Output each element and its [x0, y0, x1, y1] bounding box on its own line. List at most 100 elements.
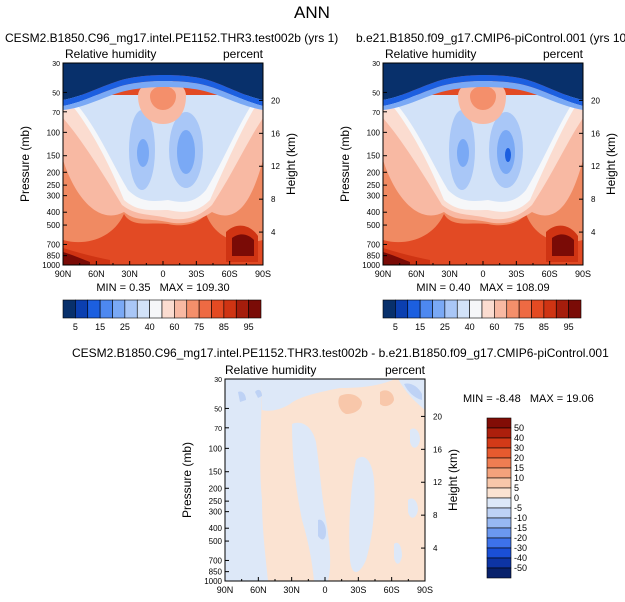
colorbar-label-difference: 40 [514, 433, 524, 443]
panel-difference-fill-8 [338, 394, 362, 414]
colorbar-swatch-difference [486, 547, 512, 559]
panel-case-plot [63, 63, 263, 265]
colorbar-label-difference: 50 [514, 423, 524, 433]
x-tick-label-case: 30S [188, 269, 204, 279]
colorbar-swatch-control [382, 299, 396, 319]
y-tick-label-difference: 150 [209, 468, 223, 477]
panel-difference-fill-4 [349, 456, 375, 573]
y-tick-label-case: 200 [47, 168, 61, 177]
y-tick-label-case: 700 [47, 240, 61, 249]
colorbar-rh-case: 5 15 25 40 60 75 85 95 [62, 299, 262, 332]
colorbar-swatch-difference [486, 467, 512, 479]
panel-case-right-subtitle: percent [223, 47, 264, 61]
panel-case-fill-18 [232, 234, 254, 256]
y-tick-label-difference: 30 [214, 377, 222, 384]
y-tick-label-difference: 1000 [204, 577, 222, 586]
colorbar-swatch-case [161, 299, 175, 319]
colorbar-swatch-case [149, 299, 163, 319]
colorbar-swatch-case [248, 299, 262, 319]
colorbar-swatch-difference [486, 517, 512, 529]
height-tick-label-control: 16 [591, 129, 600, 138]
colorbar-swatch-control [432, 299, 446, 319]
height-tick-label-difference: 8 [433, 511, 438, 520]
colorbar-swatch-difference [486, 497, 512, 509]
colorbar-label-difference: -10 [514, 513, 527, 523]
colorbar-swatch-difference [486, 437, 512, 449]
panel-case-fill-11 [150, 86, 176, 110]
x-tick-label-control: 0 [480, 269, 485, 279]
panel-difference-fill-3 [292, 422, 331, 581]
x-tick-label-case: 90S [255, 269, 271, 279]
y-tick-label-case: 1000 [42, 261, 60, 270]
colorbar-label-difference: 10 [514, 473, 524, 483]
colorbar-swatch-case [186, 299, 200, 319]
height-tick-label-case: 8 [271, 195, 276, 204]
x-tick-label-case: 0 [160, 269, 165, 279]
y-tick-label-difference: 50 [214, 406, 222, 413]
panel-difference-fill-6 [404, 383, 422, 400]
colorbar-swatch-case [75, 299, 89, 319]
y-tick-label-control: 1000 [362, 261, 380, 270]
panel-control-axes: 90N 60N 30N 0 30S 60S 90S 30 50 70 100 150 200 250 300… [362, 61, 600, 279]
panel-difference-fill-10 [318, 519, 326, 540]
panel-difference: CESM2.B1850.C96_mg17.intel.PE1152.THR3.t… [72, 346, 609, 595]
panel-case-fill-5 [68, 95, 258, 202]
colorbar-label-difference: 20 [514, 453, 524, 463]
x-tick-label-case: 90N [55, 269, 72, 279]
panel-control-y2label: Height (km) [604, 133, 618, 195]
panel-case-title: CESM2.B1850.C96_mg17.intel.PE1152.THR3.t… [5, 31, 338, 45]
panel-case-fill-8 [137, 139, 149, 167]
panel-control-title: b.e21.B1850.f09_g17.CMIP6-piControl.001 … [356, 31, 625, 45]
x-tick-label-difference: 60N [250, 585, 267, 595]
x-tick-label-control: 90N [375, 269, 392, 279]
colorbar-swatch-difference [486, 507, 512, 519]
colorbar-swatch-difference [486, 427, 512, 439]
colorbar-swatch-case [211, 299, 225, 319]
colorbar-label-case: 75 [194, 322, 204, 332]
colorbar-swatch-control [506, 299, 520, 319]
y-tick-label-case: 150 [47, 152, 61, 161]
panel-case-axes: 90N 60N 30N 0 30S 60S 90S 30 50 70 100 150 200 250 300… [42, 61, 280, 279]
colorbar-label-difference: -5 [514, 503, 522, 513]
panel-case-fill-14 [63, 81, 263, 110]
colorbar-label-case: 95 [244, 322, 254, 332]
panel-case-left-subtitle: Relative humidity [65, 47, 156, 61]
panel-case-fill-16 [63, 252, 90, 265]
panel-difference-fill-13 [410, 428, 420, 448]
y-tick-label-difference: 200 [209, 484, 223, 493]
x-tick-label-difference: 90N [217, 585, 234, 595]
colorbar-swatch-control [444, 299, 458, 319]
colorbar-label-control: 15 [415, 322, 425, 332]
y-tick-label-control: 200 [367, 168, 381, 177]
panel-control-ylabel: Pressure (mb) [338, 126, 352, 202]
colorbar-label-difference: -40 [514, 553, 527, 563]
colorbar-label-control: 95 [564, 322, 574, 332]
panel-difference-axes: 90N 60N 30N 0 30S 60S 90S 30 50 70 100 150 200 250 300… [204, 377, 442, 595]
colorbar-swatch-case [112, 299, 126, 319]
panel-difference-fill-5 [398, 379, 425, 410]
panel-control-left-subtitle: Relative humidity [385, 47, 476, 61]
y-tick-label-control: 70 [372, 110, 380, 117]
colorbar-swatch-case [87, 299, 101, 319]
colorbar-swatch-case [62, 299, 76, 319]
colorbar-swatch-control [531, 299, 545, 319]
height-tick-label-control: 4 [591, 228, 596, 237]
colorbar-label-difference: 30 [514, 443, 524, 453]
y-tick-label-case: 850 [47, 252, 61, 261]
y-tick-label-difference: 100 [209, 444, 223, 453]
y-tick-label-difference: 400 [209, 524, 223, 533]
colorbar-label-control: 25 [440, 322, 450, 332]
colorbar-label-difference: 0 [514, 493, 519, 503]
x-tick-label-case: 60N [88, 269, 105, 279]
panel-control-fill-5 [388, 95, 578, 202]
y-tick-label-case: 250 [47, 181, 61, 190]
y-tick-label-control: 300 [367, 192, 381, 201]
colorbar-swatch-difference [486, 447, 512, 459]
colorbar-swatch-difference [486, 417, 512, 429]
colorbar-swatch-case [235, 299, 249, 319]
colorbar-swatch-difference [486, 487, 512, 499]
y-tick-label-control: 400 [367, 208, 381, 217]
colorbar-label-difference: -20 [514, 533, 527, 543]
x-tick-label-difference: 30S [350, 585, 366, 595]
panel-control-fill-14 [383, 75, 583, 106]
